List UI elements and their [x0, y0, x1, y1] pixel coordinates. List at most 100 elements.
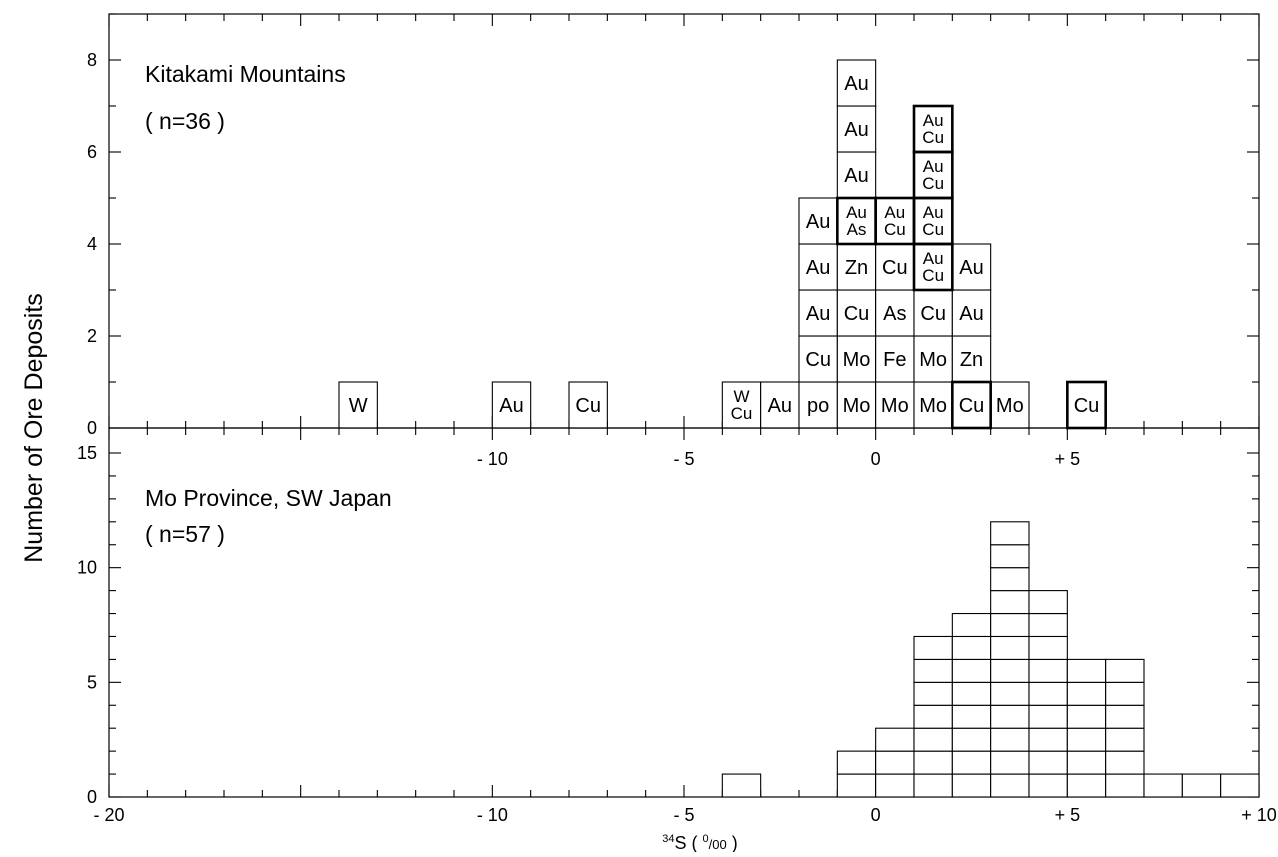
histogram-cell [875, 243, 915, 291]
x-axis-label-unit: /00 [709, 837, 727, 852]
histogram-cell [1066, 658, 1107, 683]
histogram-cell [1066, 773, 1107, 798]
panel-subtitle: ( n=36 ) [145, 108, 225, 134]
cell-label: Zn [960, 349, 983, 371]
histogram-cell [798, 335, 838, 383]
histogram-cell [951, 658, 992, 683]
cell-label-upper: W [733, 387, 749, 406]
y-tick-label: 5 [87, 672, 97, 692]
histogram-cell [836, 59, 877, 107]
y-tick-label: 0 [87, 787, 97, 807]
histogram-cell [990, 544, 1030, 569]
cell-label-lower: Cu [884, 220, 906, 239]
histogram-cell [1143, 773, 1183, 798]
x-axis-label: 34S ( 0/00 ) [662, 833, 737, 852]
histogram-cell [913, 750, 953, 775]
histogram-cell [951, 773, 992, 798]
cell-label: Zn [845, 257, 868, 279]
histogram-cell [951, 335, 992, 383]
cell-label-lower: Cu [922, 266, 944, 285]
histogram-cell [951, 704, 992, 729]
histogram-cell [951, 681, 992, 706]
cell-label: Au [844, 165, 868, 187]
cell-label: Au [499, 395, 523, 417]
histogram-cell [990, 681, 1030, 706]
cell-label: Au [768, 395, 792, 417]
cell-label-lower: As [847, 220, 867, 239]
cell-label: Mo [919, 349, 947, 371]
x-tick-label: 0 [871, 449, 881, 469]
cell-label: Mo [919, 395, 947, 417]
histogram-cell [990, 635, 1030, 660]
cell-label-lower: Cu [922, 128, 944, 147]
histogram-cell [836, 773, 877, 798]
cell-label: Fe [883, 349, 906, 371]
cell-label: W [349, 395, 368, 417]
cell-label: Cu [844, 303, 870, 325]
histogram-cell [990, 567, 1030, 592]
cell-label-upper: Au [923, 203, 944, 222]
cell-label: Au [844, 119, 868, 141]
histogram-cell [913, 197, 953, 245]
cell-label-lower: Cu [922, 174, 944, 193]
x-axis-label-close: ) [727, 833, 738, 852]
histogram-cell [798, 197, 838, 245]
cell-label-upper: Au [923, 111, 944, 130]
histogram-cell [1028, 635, 1068, 660]
cell-label: Au [806, 303, 830, 325]
histogram-cell [913, 335, 953, 383]
cell-label: Au [844, 73, 868, 95]
x-axis-label-isotope-sup: 34 [662, 833, 674, 845]
histogram-cell [951, 750, 992, 775]
cell-label-lower: Cu [731, 404, 753, 423]
histogram-cell [1028, 704, 1068, 729]
histogram-cell [1028, 750, 1068, 775]
histogram-cell [875, 727, 915, 752]
y-tick-label: 0 [87, 418, 97, 438]
histogram-cell [990, 773, 1030, 798]
cell-label: Cu [575, 395, 601, 417]
histogram-cell [951, 635, 992, 660]
y-tick-label: 10 [77, 558, 97, 578]
histogram-cell [1105, 750, 1145, 775]
histogram-cell [1028, 658, 1068, 683]
panel-title: Kitakami Mountains [145, 61, 346, 87]
histogram-cell [913, 635, 953, 660]
histogram-cell [1220, 773, 1260, 798]
x-tick-label: + 5 [1055, 449, 1081, 469]
histogram-cell [836, 105, 877, 153]
y-tick-label: 15 [77, 443, 97, 463]
cell-label: As [883, 303, 906, 325]
histogram-cell [951, 243, 992, 291]
x-tick-label: - 20 [93, 805, 124, 825]
cell-label: Au [959, 257, 983, 279]
cell-label: Mo [881, 395, 909, 417]
histogram-cell [951, 612, 992, 638]
cell-label: Cu [1074, 395, 1100, 417]
y-tick-label: 8 [87, 50, 97, 70]
histogram-cell [990, 727, 1030, 752]
cell-label: Mo [996, 395, 1024, 417]
histogram-cell [1028, 727, 1068, 752]
histogram-cell [913, 681, 953, 706]
cell-label-upper: Au [923, 249, 944, 268]
histogram-cell [990, 521, 1030, 546]
histogram-cell [951, 727, 992, 752]
x-tick-label: - 5 [673, 449, 694, 469]
histogram-cell [568, 381, 608, 429]
histogram-cell [913, 658, 953, 683]
histogram-panel-2: 0 5 10 15 - 20 - 10 - 5 0 + 5 + 10 Mo Province, SW… [77, 427, 1277, 825]
histogram-cell [990, 658, 1030, 683]
cell-label: Mo [843, 349, 871, 371]
histogram-cell [990, 612, 1030, 638]
histogram-cell [1105, 681, 1145, 706]
histogram-cell [1028, 773, 1068, 798]
histogram-cell [1066, 704, 1107, 729]
histogram-cell [760, 381, 800, 429]
cell-label: Cu [882, 257, 908, 279]
x-tick-label: - 10 [477, 805, 508, 825]
histogram-cell [836, 750, 877, 775]
histogram-cell [1028, 681, 1068, 706]
cell-label-lower: Cu [922, 220, 944, 239]
